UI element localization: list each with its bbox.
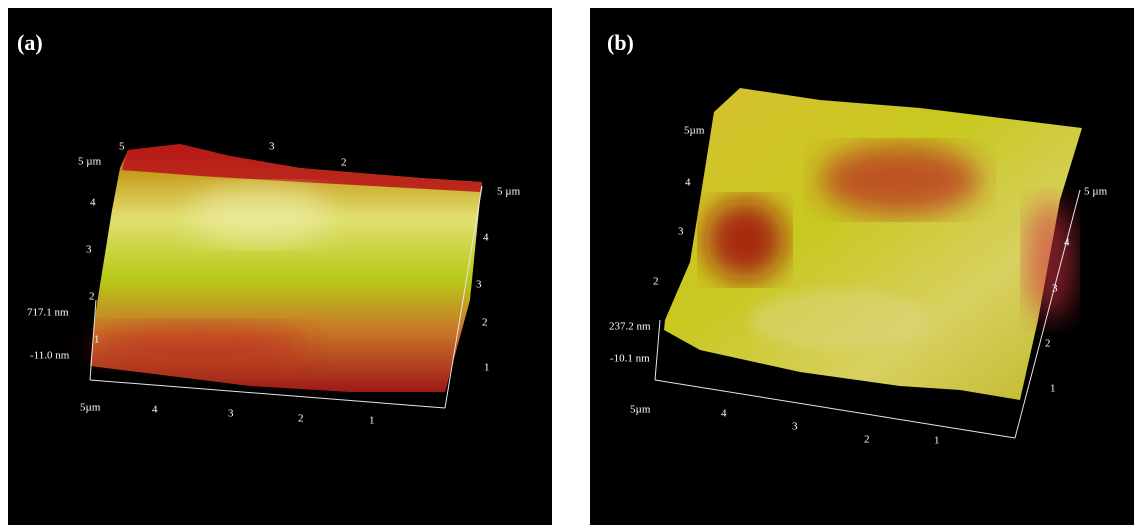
- axis-label: 5 µm: [78, 156, 102, 168]
- axis-label: 237.2 nm: [609, 321, 651, 333]
- axis-label: 4: [90, 197, 96, 209]
- axis-label: 3: [1052, 283, 1058, 295]
- axis-label: 2: [341, 157, 347, 169]
- axis-label: 3: [792, 421, 798, 433]
- axis-label: 2: [1045, 338, 1051, 350]
- axis-label: 1: [934, 435, 940, 447]
- axis-label: 717.1 nm: [27, 307, 69, 319]
- axis-label: 5 µm: [497, 186, 521, 198]
- panel-label: (a): [17, 30, 43, 55]
- axis-label: 1: [484, 362, 490, 374]
- axis-label: 1: [1050, 383, 1056, 395]
- surface-a: [90, 144, 482, 392]
- axis-label: 3: [228, 408, 234, 420]
- axis-label: 3: [86, 244, 92, 256]
- axis-label: 2: [653, 276, 659, 288]
- axis-label: 3: [269, 141, 275, 153]
- axis-label: 2: [298, 413, 304, 425]
- axis-label: 2: [89, 291, 95, 303]
- axis-label: 5 µm: [1084, 186, 1108, 198]
- axis-label: 3: [678, 226, 684, 238]
- axis-label: 2: [864, 434, 870, 446]
- axis-label: 5µm: [80, 402, 101, 414]
- axis-label: 5µm: [630, 404, 651, 416]
- axis-label: 4: [152, 404, 158, 416]
- axis-label: 4: [483, 232, 489, 244]
- panel-label: (b): [607, 30, 634, 55]
- axis-label: 2: [482, 317, 488, 329]
- figure: (a) 5 3 2 5 µm 4 3 2 717.1 nm 1 -11.0 nm…: [0, 0, 1134, 525]
- axis-label: 1: [94, 334, 100, 346]
- axis-label: 5: [119, 141, 125, 153]
- axis-label: 1: [369, 415, 375, 427]
- axis-label: -11.0 nm: [30, 350, 70, 362]
- axis-label: -10.1 nm: [610, 353, 650, 365]
- axis-label: 3: [476, 279, 482, 291]
- axis-label: 4: [721, 408, 727, 420]
- axis-label: 4: [685, 177, 691, 189]
- axis-label: 5µm: [684, 125, 705, 137]
- surface-b: [664, 88, 1082, 400]
- axis-label: 4: [1064, 237, 1070, 249]
